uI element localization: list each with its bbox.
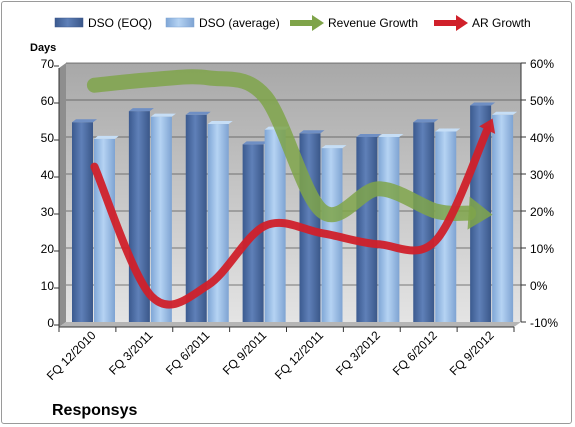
ar-growth-line (90, 126, 492, 309)
bar-top-dso-average (435, 128, 461, 132)
y2-tick-label: 10% (530, 242, 554, 256)
chart-title: Responsys (52, 402, 137, 419)
x-tick-label: FQ 12/2011 (272, 328, 326, 382)
x-tick-label: FQ 3/2012 (333, 328, 383, 378)
y2-tick-label: -10% (530, 316, 558, 330)
y-tick-label: 50 (41, 131, 55, 145)
y2-tick-label: 60% (530, 57, 554, 71)
bar-top-dso-average (321, 145, 347, 149)
bar-top-dso-eoq (242, 141, 268, 145)
y2-tick-label: 30% (530, 168, 554, 182)
legend: DSO (EOQ) DSO (average) Revenue Growth A… (54, 15, 531, 31)
x-tick-label: FQ 6/2011 (163, 328, 213, 378)
legend-label-dso-average: DSO (average) (199, 16, 280, 30)
legend-item-ar-growth: AR Growth (434, 15, 531, 31)
plot-area: 0 10 20 30 40 50 60 70 -10% 0% 10% 20% 30% 40% 50% 60% F… (41, 57, 559, 383)
bar-dso-average (207, 124, 229, 322)
plot-side-wall (59, 63, 66, 327)
bar-top-dso-average (378, 134, 404, 137)
bar-top-dso-eoq (413, 119, 439, 123)
x-tick-label: FQ 6/2012 (390, 328, 440, 378)
y-tick-label: 20 (41, 242, 55, 256)
y-tick-label: 30 (41, 205, 55, 219)
legend-label-dso-eoq: DSO (EOQ) (88, 16, 152, 30)
y2-tick-label: 20% (530, 205, 554, 219)
bar-top-dso-average (94, 135, 119, 139)
y-tick-label: 60 (41, 94, 55, 108)
x-tick-label: FQ 12/2010 (44, 328, 99, 383)
y-tick-label: 70 (41, 57, 55, 71)
y2-tick-label: 40% (530, 131, 554, 145)
bar-top-dso-eoq (128, 108, 154, 112)
bar-dso-eoq (413, 122, 435, 322)
bar-dso-average (378, 137, 400, 322)
legend-label-revenue-growth: Revenue Growth (328, 16, 418, 30)
x-tick-label: FQ 9/2011 (220, 328, 270, 378)
y2-tick-label: 0% (530, 279, 548, 293)
y-tick-label: 40 (41, 168, 55, 182)
y-axis-label: Days (30, 42, 56, 54)
bar-dso-eoq (72, 122, 93, 322)
bar-dso-eoq (356, 137, 378, 322)
y-tick-label: 10 (41, 279, 55, 293)
plot-floor (59, 322, 521, 327)
legend-item-dso-eoq: DSO (EOQ) (54, 16, 152, 30)
legend-label-ar-growth: AR Growth (472, 16, 531, 30)
revenue-growth-arrowhead (467, 196, 493, 230)
bar-top-dso-eoq (299, 130, 325, 134)
bar-top-dso-average (207, 121, 233, 125)
ar-growth-arrowhead (479, 118, 496, 134)
x-tick-label: FQ 3/2011 (106, 328, 156, 378)
y2-tick-label: 50% (530, 94, 554, 108)
legend-item-dso-average: DSO (average) (165, 16, 280, 30)
bar-top-dso-eoq (356, 134, 382, 137)
x-tick-label: FQ 9/2012 (447, 328, 497, 378)
bar-dso-eoq (185, 114, 207, 322)
bar-top-dso-eoq (185, 111, 211, 115)
bar-dso-average (150, 116, 172, 323)
revenue-growth-line (86, 69, 477, 223)
y-tick-label: 0 (47, 316, 54, 330)
legend-item-revenue-growth: Revenue Growth (290, 15, 418, 31)
bar-top-dso-average (492, 111, 518, 115)
bar-top-dso-eoq (470, 102, 496, 106)
bar-top-dso-average (150, 113, 176, 117)
bar-dso-average (492, 114, 514, 322)
bar-top-dso-eoq (72, 119, 97, 123)
